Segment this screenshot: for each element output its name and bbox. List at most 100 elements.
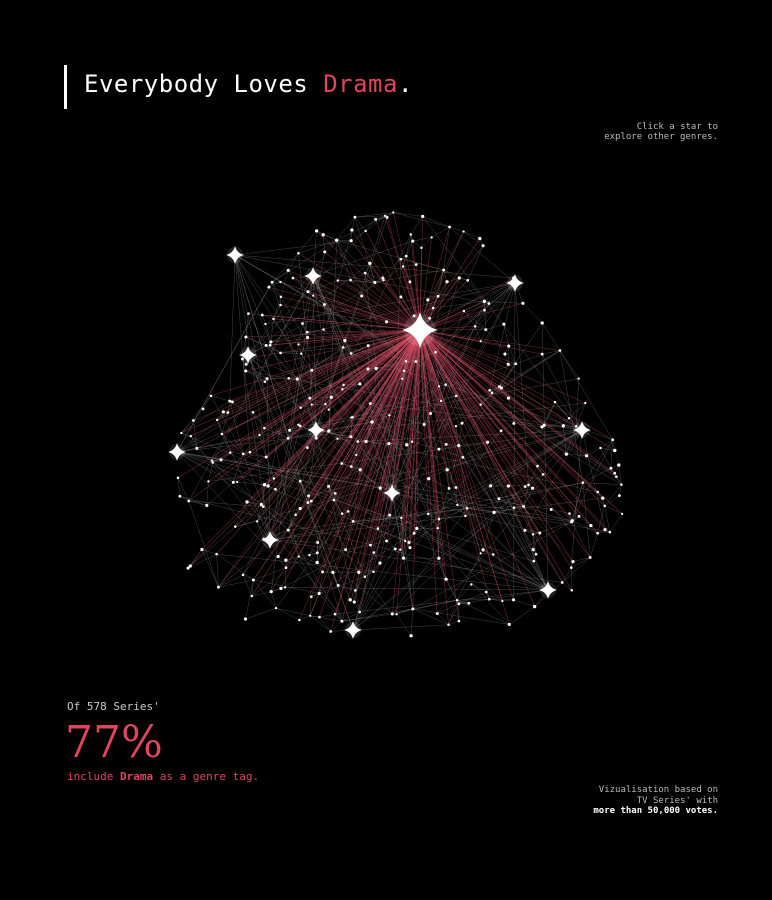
edge [465,508,468,516]
series-node [412,531,416,535]
drama-edge [350,279,421,331]
edge [480,553,494,555]
edge [319,576,365,594]
genre-star-active[interactable] [402,312,438,348]
edge [544,402,556,426]
drama-edge [328,329,421,487]
edge [352,521,371,546]
drama-edge [334,329,421,494]
drama-edge [259,329,421,436]
edge [212,275,314,463]
edge [187,553,217,569]
series-node [279,586,283,591]
title-suffix: . [397,70,413,98]
genre-star[interactable] [304,267,322,285]
series-node [511,598,516,602]
series-node [448,225,451,229]
genre-star[interactable] [383,484,401,502]
series-node [286,268,290,272]
series-node [341,388,344,391]
edge [447,469,457,488]
genre-star[interactable] [573,421,591,439]
edge [391,310,465,494]
series-node [264,322,267,326]
drama-edge [419,269,444,331]
series-node [596,531,599,535]
edge [448,488,468,509]
edge [542,322,561,351]
edge [265,345,393,494]
edge [176,451,374,573]
genre-star[interactable] [261,531,279,549]
drama-edge [419,329,598,493]
drama-edge [419,329,572,523]
genre-star[interactable] [239,346,257,364]
genre-star[interactable] [168,443,186,461]
edge [245,607,277,620]
drama-edge [343,329,421,348]
edge [246,501,354,631]
drama-edge [419,329,573,591]
drama-edge [298,329,421,345]
series-node [286,436,290,440]
series-node [349,465,353,468]
drama-edge [270,329,421,592]
drama-edge [311,329,421,502]
edge [188,500,264,507]
drama-edge [332,329,421,573]
drama-edge [359,329,421,613]
edge [345,521,354,550]
series-node [431,306,435,310]
edge [251,492,393,597]
series-node [542,423,546,427]
edge [458,591,487,604]
series-node [343,338,347,343]
edge [458,445,464,458]
series-node [444,383,447,386]
drama-edge [373,329,421,572]
edge [370,528,379,546]
edge [393,212,450,228]
edge [280,352,302,354]
drama-edge [280,329,421,589]
drama-edge [413,329,421,534]
edge [351,217,356,231]
edge [193,408,204,421]
edge [319,616,331,632]
edge [364,576,393,615]
genre-star[interactable] [506,274,524,292]
drama-edge [181,329,421,434]
series-node [531,486,535,490]
edge [375,215,386,220]
series-node [454,394,458,398]
edge [246,501,264,507]
drama-edge [419,277,460,331]
series-node [364,439,368,444]
series-node [349,352,353,355]
edge [218,430,329,588]
series-node [283,586,287,589]
drama-edge [316,329,421,563]
edge [336,240,375,283]
series-node [385,216,389,219]
series-node [279,280,282,284]
drama-edge [416,329,421,529]
edge [337,438,358,442]
series-node [314,436,318,440]
drama-edge [220,329,421,461]
series-node [601,496,605,500]
series-node [228,399,232,403]
genre-star[interactable] [344,621,362,639]
genre-star[interactable] [226,246,244,264]
series-node [333,491,337,495]
genre-star[interactable] [307,421,325,439]
series-node [409,233,413,236]
edge [360,421,373,470]
series-node [507,622,511,627]
series-node [436,294,440,298]
edge [437,519,440,529]
drama-edge [235,329,421,527]
genre-star[interactable] [539,581,557,599]
edge [247,354,301,408]
series-node [363,575,367,578]
